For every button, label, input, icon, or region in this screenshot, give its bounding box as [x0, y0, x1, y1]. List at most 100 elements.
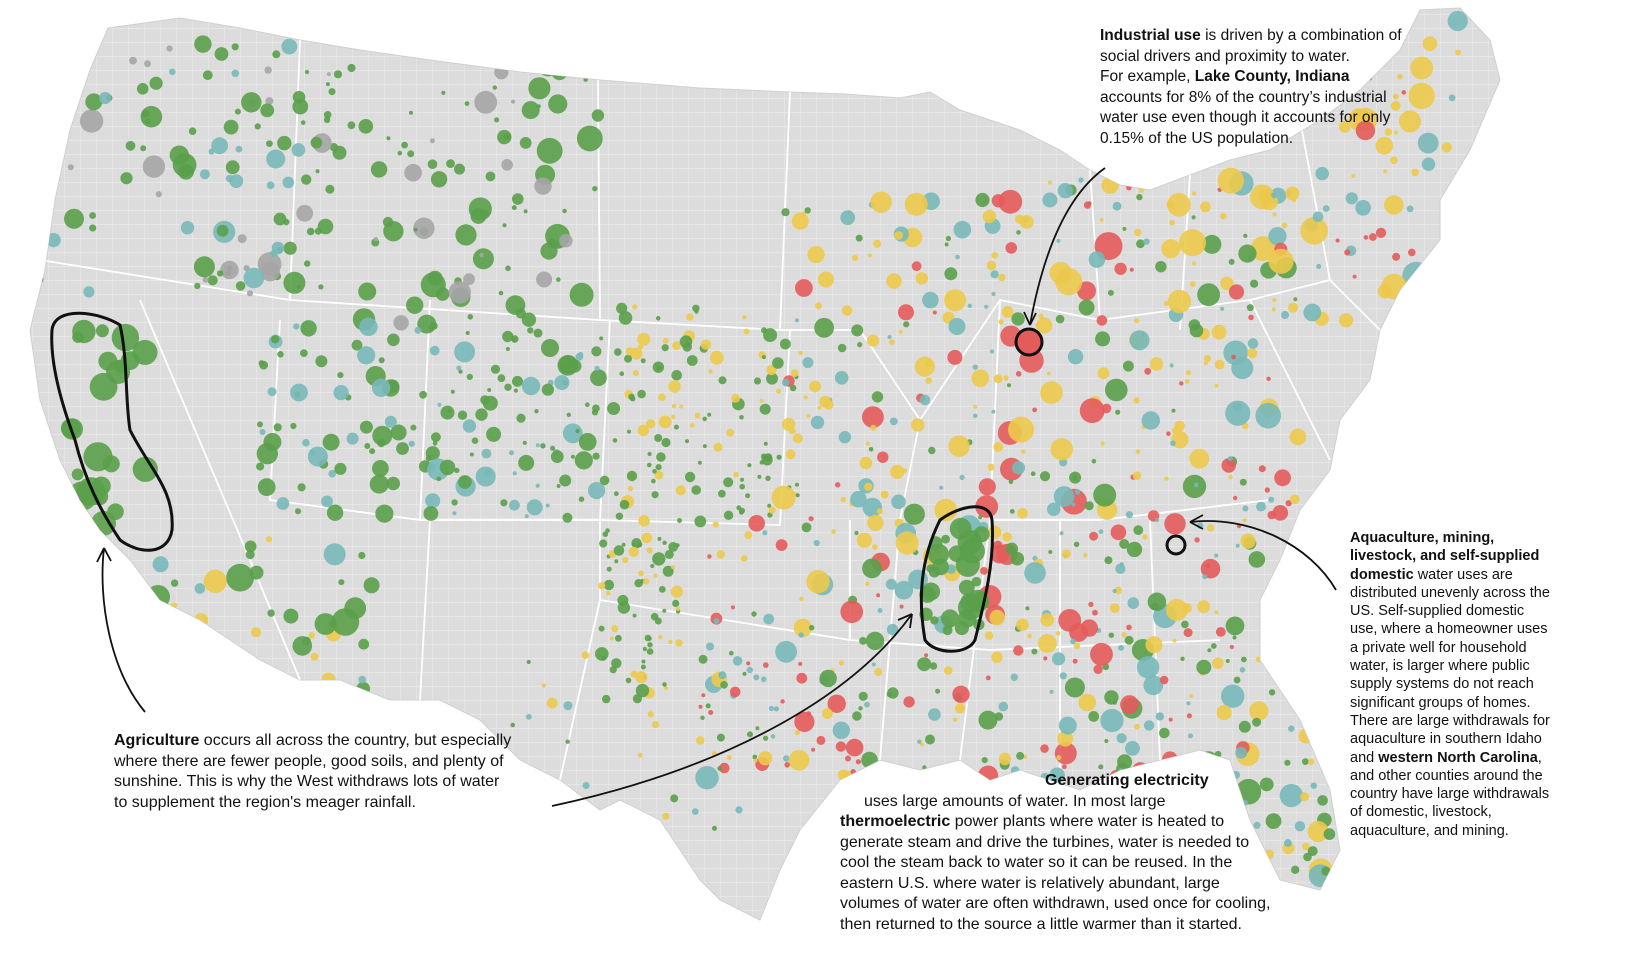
county-bubble [1447, 10, 1468, 32]
county-bubble [257, 478, 276, 496]
county-bubble [697, 460, 702, 465]
county-bubble [1375, 137, 1394, 155]
county-bubble [1274, 469, 1291, 487]
county-bubble [384, 415, 397, 428]
county-bubble [1151, 602, 1159, 611]
county-bubble [136, 83, 149, 95]
county-bubble [1002, 532, 1012, 542]
industrial-text-3: accounts for 8% of the country’s industr… [1100, 88, 1391, 147]
county-bubble [1214, 383, 1219, 388]
county-bubble [466, 373, 473, 380]
county-bubble [663, 685, 669, 691]
county-bubble [1242, 518, 1247, 523]
county-bubble [637, 332, 651, 346]
county-bubble [700, 715, 705, 720]
county-bubble [1194, 537, 1200, 543]
county-bubble [971, 369, 990, 388]
county-bubble [898, 329, 903, 334]
county-bubble [237, 234, 247, 244]
county-bubble [637, 850, 643, 855]
county-bubble [768, 506, 776, 514]
county-bubble [244, 540, 257, 553]
county-bubble [973, 526, 990, 543]
county-bubble [1312, 211, 1324, 223]
county-bubble [1017, 508, 1028, 519]
county-bubble [971, 576, 982, 587]
county-bubble [986, 260, 997, 271]
county-bubble [886, 273, 902, 289]
county-bubble [1141, 411, 1161, 430]
county-bubble [834, 371, 849, 385]
county-bubble [952, 685, 970, 703]
county-bubble [662, 812, 670, 820]
county-bubble [651, 478, 656, 484]
county-bubble [272, 50, 281, 59]
county-bubble [1228, 258, 1235, 265]
county-bubble [1109, 603, 1120, 613]
county-bubble [1392, 93, 1399, 100]
county-bubble [401, 141, 408, 149]
county-bubble [1040, 744, 1049, 753]
county-bubble [408, 440, 415, 447]
county-bubble [448, 281, 471, 304]
county-bubble [409, 110, 413, 115]
county-bubble [806, 570, 830, 594]
county-bubble [991, 291, 996, 297]
county-bubble [370, 161, 388, 178]
county-bubble [364, 443, 371, 449]
county-bubble [414, 326, 422, 334]
county-bubble [1016, 230, 1021, 235]
county-bubble [1016, 751, 1025, 760]
county-bubble [991, 651, 1003, 663]
county-bubble [283, 271, 306, 294]
county-bubble [1167, 289, 1192, 314]
county-bubble [1112, 201, 1122, 211]
county-bubble [775, 539, 788, 551]
county-bubble [761, 676, 767, 683]
county-bubble [840, 210, 856, 226]
county-bubble [911, 261, 922, 272]
western-north-carolina-marker[interactable] [1165, 534, 1187, 556]
county-bubble [626, 470, 638, 482]
county-bubble [397, 150, 403, 156]
county-bubble [98, 351, 118, 371]
county-bubble [283, 608, 299, 624]
county-bubble [742, 315, 747, 320]
county-bubble [1285, 186, 1300, 201]
county-bubble [989, 609, 1005, 626]
county-bubble [251, 627, 261, 638]
county-bubble [646, 547, 653, 554]
county-bubble [89, 372, 118, 401]
county-bubble [1394, 130, 1398, 135]
county-bubble [1039, 471, 1051, 482]
county-bubble [799, 596, 804, 602]
county-bubble [310, 652, 319, 661]
county-bubble [773, 706, 780, 712]
county-bubble [358, 282, 377, 301]
county-bubble [592, 452, 600, 460]
county-bubble [457, 410, 468, 420]
county-bubble [1080, 619, 1099, 637]
county-bubble [662, 608, 667, 613]
county-bubble [1302, 758, 1309, 765]
county-bubble [550, 450, 564, 463]
county-bubble [225, 160, 240, 175]
county-bubble [757, 474, 762, 479]
county-bubble [652, 552, 666, 566]
county-bubble [862, 406, 884, 428]
county-bubble [712, 825, 717, 831]
county-bubble [701, 693, 706, 698]
county-bubble [1292, 198, 1297, 203]
county-bubble [1104, 690, 1119, 705]
lake-county-indiana-marker[interactable] [1014, 327, 1044, 357]
county-bubble [454, 467, 460, 474]
county-bubble [375, 504, 394, 523]
county-bubble [83, 286, 95, 298]
county-bubble [1189, 281, 1196, 287]
county-bubble [1078, 299, 1095, 316]
county-bubble [1225, 400, 1251, 426]
county-bubble [1355, 200, 1371, 216]
county-bubble [267, 609, 275, 617]
county-bubble [1134, 318, 1140, 324]
county-bubble [1284, 839, 1292, 847]
